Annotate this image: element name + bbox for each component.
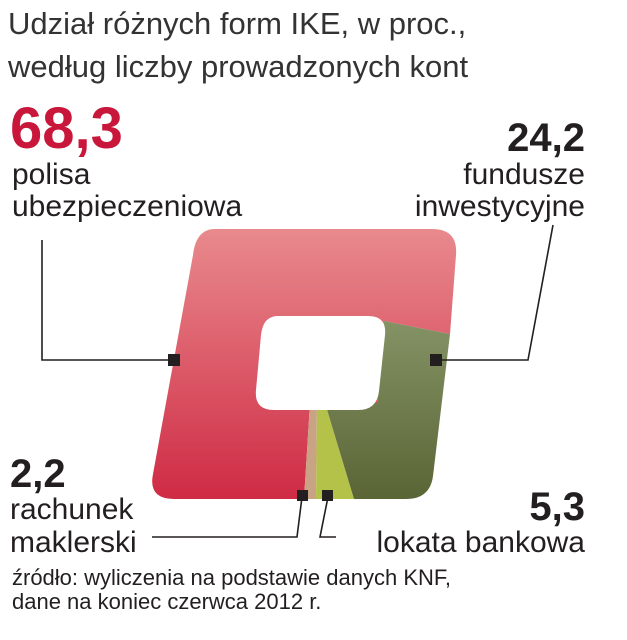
label-rachunek-line-1: rachunek <box>10 493 134 526</box>
value-lokata: 5,3 <box>529 485 585 529</box>
slice-rachunek-maklerski <box>304 403 317 499</box>
leader-line-lokata <box>319 496 336 538</box>
marker-polisa <box>168 354 180 366</box>
value-fundusze: 24,2 <box>507 116 585 160</box>
chart-title-line-1: Udział różnych form IKE, w proc., <box>8 6 467 41</box>
value-rachunek: 2,2 <box>10 452 66 496</box>
slice-lokata-bankowa <box>316 403 354 499</box>
label-rachunek-line-2: maklerski <box>10 526 137 559</box>
source-line-2: dane na koniec czerwca 2012 r. <box>12 589 322 614</box>
label-polisa-line-1: polisa <box>12 158 91 191</box>
center-hole <box>255 316 386 410</box>
value-polisa: 68,3 <box>10 96 123 161</box>
slice-fundusze-inwestycyjne <box>325 321 450 499</box>
label-fundusze-line-1: fundusze <box>463 158 585 191</box>
source-note: źródło: wyliczenia na podstawie danych K… <box>12 566 451 614</box>
chart-title: Udział różnych form IKE, w proc., według… <box>8 2 618 88</box>
leader-line-polisa <box>41 240 170 361</box>
label-polisa-line-2: ubezpieczeniowa <box>12 190 243 223</box>
label-lokata-line-1: lokata bankowa <box>376 526 585 559</box>
chart-title-line-2: według liczby prowadzonych kont <box>8 49 469 84</box>
label-fundusze-line-2: inwestycyjne <box>414 190 585 223</box>
marker-fundusze <box>430 354 442 366</box>
marker-lokata <box>322 490 333 501</box>
leader-line-rachunek <box>152 496 303 538</box>
source-line-1: źródło: wyliczenia na podstawie danych K… <box>12 565 452 590</box>
marker-rachunek <box>297 490 308 501</box>
leader-line-fundusze <box>438 224 554 361</box>
